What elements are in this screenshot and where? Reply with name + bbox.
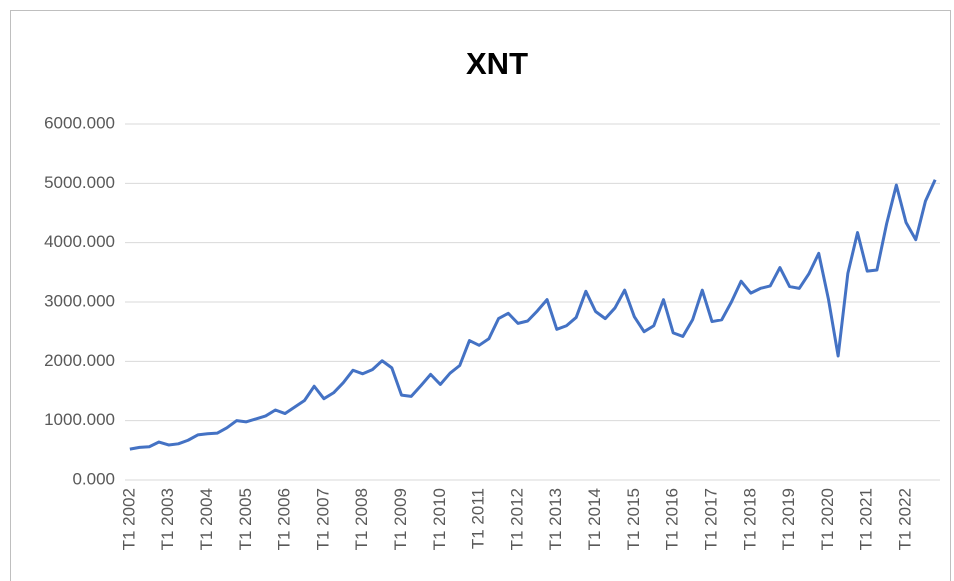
y-tick-label: 4000.000 xyxy=(44,232,115,251)
x-tick-label: T1 2007 xyxy=(313,488,332,550)
x-tick-label: T1 2018 xyxy=(740,488,759,550)
y-tick-label: 3000.000 xyxy=(44,291,115,310)
x-tick-label: T1 2022 xyxy=(896,488,915,550)
y-tick-label: 6000.000 xyxy=(44,113,115,132)
x-tick-label: T1 2008 xyxy=(352,488,371,550)
x-tick-label: T1 2010 xyxy=(430,488,449,550)
x-tick-label: T1 2015 xyxy=(624,488,643,550)
y-tick-label: 1000.000 xyxy=(44,410,115,429)
x-tick-label: T1 2016 xyxy=(663,488,682,550)
x-tick-label: T1 2014 xyxy=(585,488,604,550)
x-tick-label: T1 2003 xyxy=(158,488,177,550)
x-tick-label: T1 2006 xyxy=(275,488,294,550)
x-tick-label: T1 2017 xyxy=(701,488,720,550)
x-tick-label: T1 2004 xyxy=(197,488,216,550)
x-tick-label: T1 2011 xyxy=(469,488,488,549)
y-tick-label: 0.000 xyxy=(72,469,115,488)
x-tick-label: T1 2012 xyxy=(507,488,526,550)
x-tick-label: T1 2002 xyxy=(119,488,138,550)
y-tick-label: 5000.000 xyxy=(44,173,115,192)
chart-border xyxy=(10,10,951,581)
x-tick-label: T1 2005 xyxy=(236,488,255,550)
y-tick-label: 2000.000 xyxy=(44,351,115,370)
x-tick-label: T1 2009 xyxy=(391,488,410,550)
data-line xyxy=(129,179,937,451)
chart-title: XNT xyxy=(466,46,528,81)
x-tick-label: T1 2020 xyxy=(818,488,837,550)
x-tick-label: T1 2019 xyxy=(779,488,798,550)
x-tick-label: T1 2021 xyxy=(857,488,876,550)
x-tick-label: T1 2013 xyxy=(546,488,565,550)
